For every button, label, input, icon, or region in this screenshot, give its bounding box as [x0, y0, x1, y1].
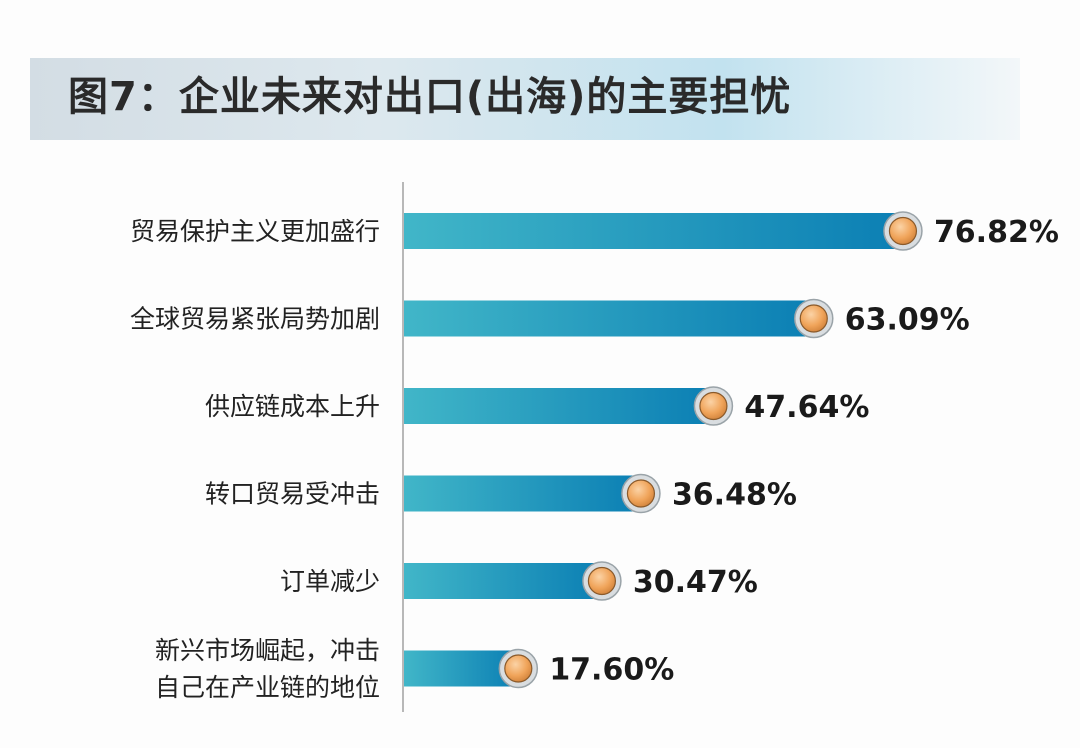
- bar-5: [404, 563, 602, 599]
- bar-1: [404, 213, 903, 249]
- category-label: 订单减少: [280, 567, 380, 596]
- title-band: [30, 58, 1020, 140]
- value-label: 36.48%: [672, 478, 797, 513]
- value-label: 63.09%: [845, 303, 970, 338]
- category-label: 供应链成本上升: [205, 392, 380, 421]
- bar-2: [404, 300, 814, 337]
- category-label: 贸易保护主义更加盛行: [130, 217, 380, 246]
- bar-end-marker: [626, 479, 656, 508]
- value-label: 47.64%: [744, 390, 869, 425]
- bar-end-marker: [888, 216, 918, 246]
- bar-end-marker: [504, 654, 533, 683]
- value-label: 30.47%: [633, 565, 758, 600]
- bar-4: [404, 475, 641, 512]
- category-label: 新兴市场崛起，冲击自己在产业链的地位: [155, 636, 380, 702]
- value-label: 17.60%: [549, 653, 674, 688]
- chart-title: 图7：企业未来对出口(出海)的主要担忧: [68, 74, 792, 120]
- bar-end-marker: [799, 304, 828, 333]
- bar-end-marker: [587, 566, 617, 596]
- bar-end-marker: [699, 391, 728, 421]
- category-label: 转口贸易受冲击: [205, 480, 380, 509]
- bar-3: [404, 388, 714, 424]
- value-label: 76.82%: [934, 215, 1059, 250]
- category-label: 全球贸易紧张局势加剧: [130, 305, 380, 334]
